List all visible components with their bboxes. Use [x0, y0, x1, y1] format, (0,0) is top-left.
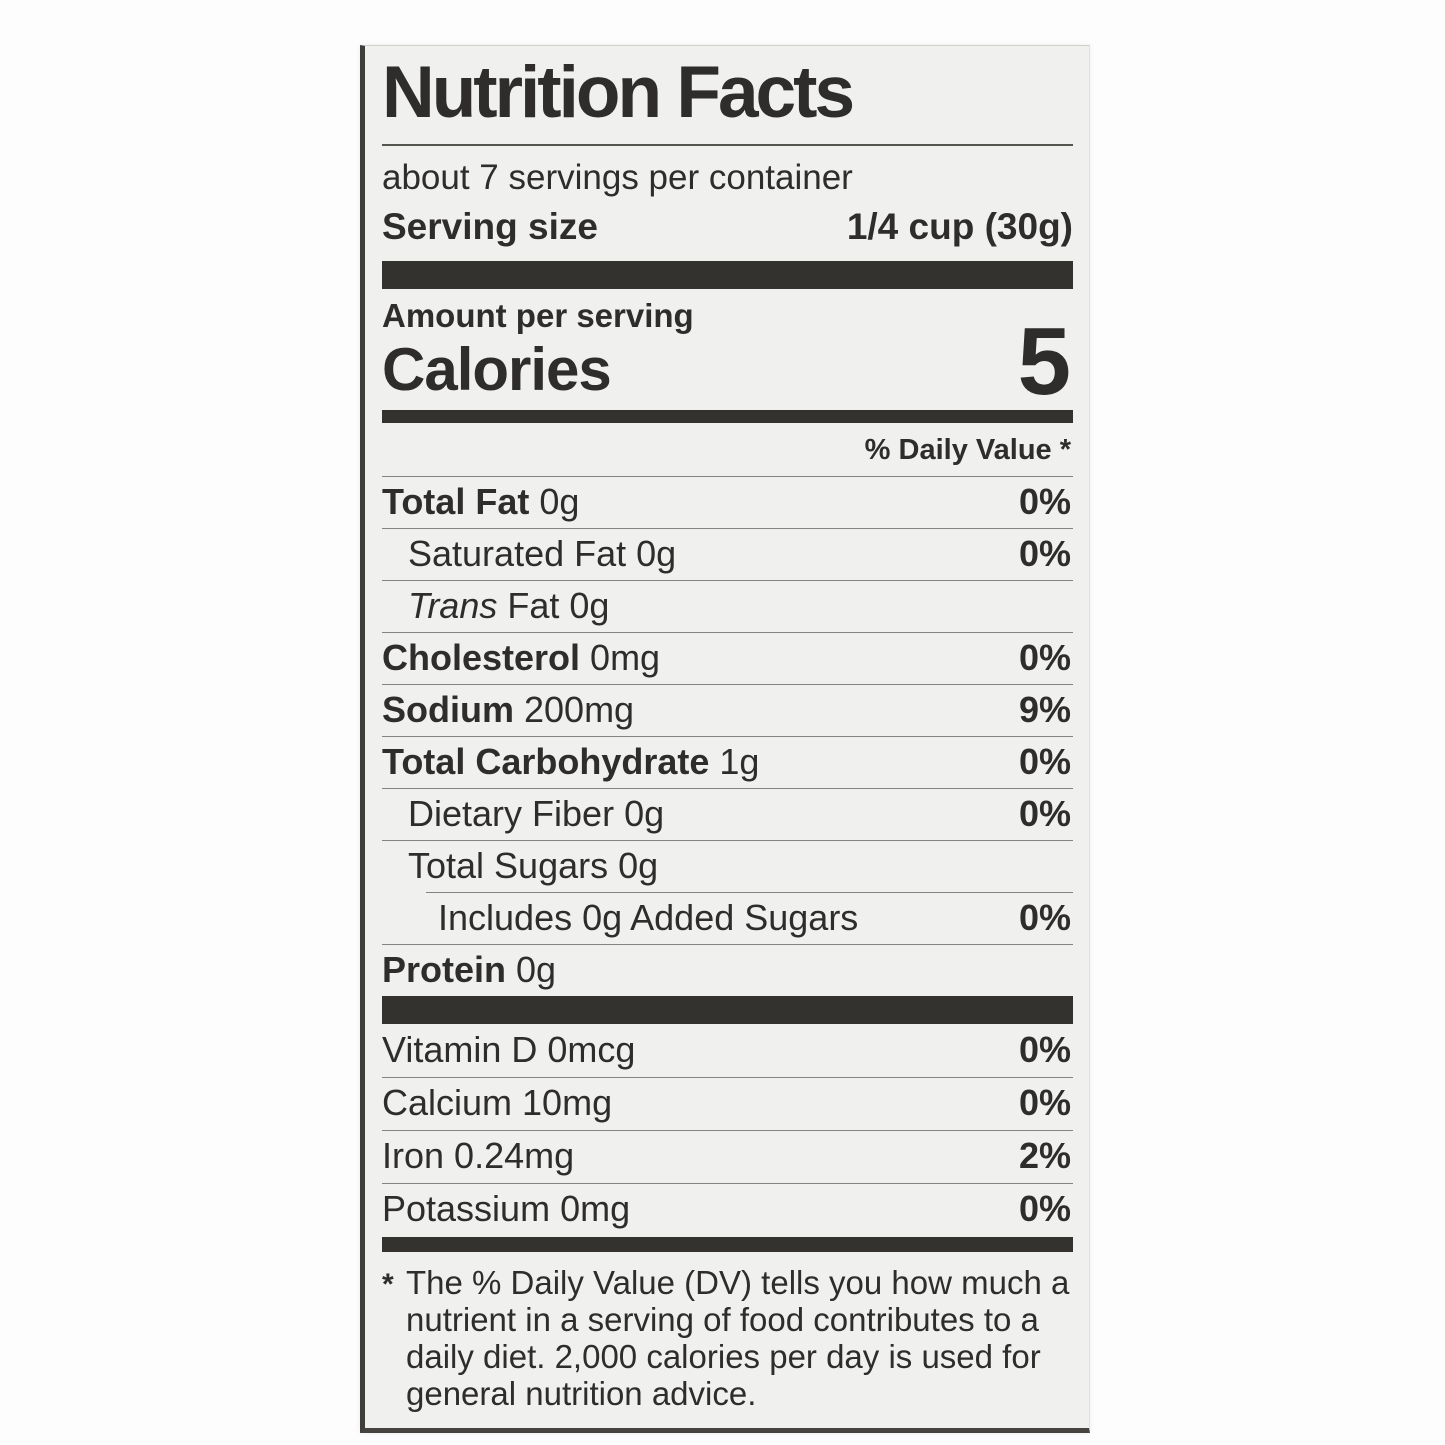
nutrient-row-daily-value: 0% — [1018, 480, 1071, 522]
footnote-text: The % Daily Value (DV) tells you how muc… — [406, 1264, 1073, 1412]
divider-mid-calories — [382, 409, 1073, 423]
vitamin-row-name: Potassium 0mg — [382, 1188, 631, 1230]
divider-thick-vitamins — [382, 995, 1073, 1024]
nutrient-row-name: Includes 0g Added Sugars — [438, 896, 859, 938]
footnote-asterisk: * — [382, 1267, 394, 1301]
nutrition-facts-label: Nutrition Facts about 7 servings per con… — [360, 45, 1090, 1433]
nutrient-row: Trans Fat 0g — [382, 579, 1073, 632]
divider-mid-footnote — [382, 1236, 1073, 1252]
nutrient-row-name: Total Sugars 0g — [408, 844, 659, 886]
nutrient-row: Total Sugars 0g — [382, 839, 1073, 892]
nutrient-row-name: Cholesterol 0mg — [382, 636, 661, 678]
vitamin-row: Calcium 10mg 0% — [382, 1076, 1073, 1130]
nutrient-row-daily-value: 0% — [1018, 532, 1071, 574]
vitamin-row: Iron 0.24mg 2% — [382, 1129, 1073, 1183]
vitamin-table: Vitamin D 0mcg 0% Calcium 10mg 0% Iron 0.24m… — [382, 1024, 1073, 1236]
vitamin-row: Potassium 0mg 0% — [382, 1182, 1073, 1236]
vitamin-row-daily-value: 0% — [1018, 1188, 1071, 1230]
amount-per-serving-label: Amount per serving — [382, 296, 694, 334]
footnote-line: nutrient in a serving of food contribute… — [406, 1300, 1039, 1338]
vitamin-row-daily-value: 2% — [1018, 1135, 1071, 1177]
vitamin-row-name: Calcium 10mg — [382, 1082, 613, 1124]
nutrient-row-name: Total Fat 0g — [382, 480, 580, 522]
servings-per-container: about 7 servings per container — [382, 158, 853, 198]
serving-size-value: 1/4 cup (30g) — [846, 205, 1073, 247]
nutrient-row: Includes 0g Added Sugars 0% — [382, 891, 1073, 944]
nutrient-row: Cholesterol 0mg 0% — [382, 631, 1073, 684]
nutrient-row: Total Fat 0g 0% — [382, 475, 1073, 528]
calories-block: Amount per serving Calories 5 — [382, 289, 1073, 410]
daily-value-header: % Daily Value * — [864, 433, 1071, 466]
divider-thick-top — [382, 260, 1073, 289]
calories-label: Calories — [382, 335, 612, 403]
footnote: * The % Daily Value (DV) tells you how m… — [382, 1264, 1073, 1412]
vitamin-row: Vitamin D 0mcg 0% — [382, 1024, 1073, 1077]
nutrient-row-daily-value: 0% — [1018, 740, 1071, 782]
nutrient-row-name: Trans Fat 0g — [408, 584, 610, 626]
nutrient-row: Dietary Fiber 0g 0% — [382, 787, 1073, 840]
vitamin-row-daily-value: 0% — [1018, 1029, 1071, 1071]
nutrient-row-daily-value: 0% — [1018, 636, 1071, 678]
footnote-line: daily diet. 2,000 calories per day is us… — [406, 1337, 1041, 1375]
nutrient-row: Sodium 200mg 9% — [382, 683, 1073, 736]
nutrient-table: Total Fat 0g 0% Saturated Fat 0g 0% Trans Fa… — [382, 475, 1073, 996]
nutrient-row: Protein 0g — [382, 943, 1073, 996]
footnote-line: general nutrition advice. — [406, 1374, 757, 1412]
label-title: Nutrition Facts — [382, 55, 1073, 147]
nutrient-row: Total Carbohydrate 1g 0% — [382, 735, 1073, 788]
nutrient-row-name: Saturated Fat 0g — [408, 532, 677, 574]
nutrient-row-name: Protein 0g — [382, 948, 557, 990]
nutrient-row-name: Dietary Fiber 0g — [408, 792, 665, 834]
vitamin-row-name: Vitamin D 0mcg — [382, 1029, 636, 1071]
nutrient-row-name: Total Carbohydrate 1g — [382, 740, 760, 782]
nutrient-row-name: Sodium 200mg — [382, 688, 635, 730]
nutrient-row: Saturated Fat 0g 0% — [382, 527, 1073, 580]
serving-size-row: Serving size 1/4 cup (30g) — [382, 206, 1073, 249]
vitamin-row-name: Iron 0.24mg — [382, 1135, 575, 1177]
nutrient-row-daily-value: 0% — [1018, 896, 1071, 938]
calories-value: 5 — [1017, 308, 1071, 416]
vitamin-row-daily-value: 0% — [1018, 1082, 1071, 1124]
nutrient-row-daily-value: 9% — [1018, 688, 1071, 730]
footnote-line: The % Daily Value (DV) tells you how muc… — [406, 1263, 1070, 1301]
nutrient-row-daily-value: 0% — [1018, 792, 1071, 834]
serving-size-label: Serving size — [382, 205, 598, 247]
